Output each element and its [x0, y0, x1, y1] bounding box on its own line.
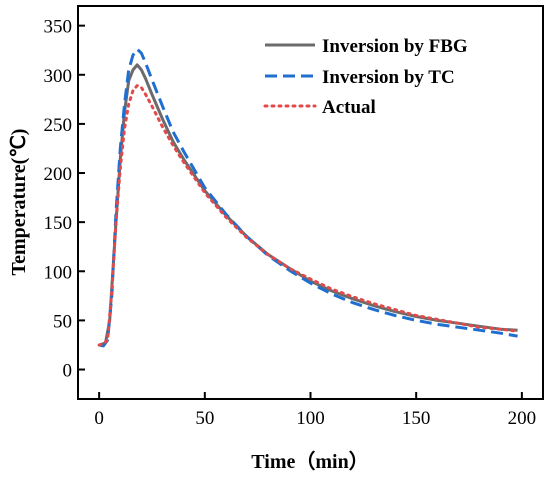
x-axis-title: Time（min） — [251, 450, 368, 473]
x-tick-label-150: 150 — [402, 408, 431, 429]
y-tick-label-200: 200 — [44, 164, 73, 185]
y-axis-title: Temperature(℃) — [8, 129, 30, 276]
legend-label-tc: Inversion by TC — [322, 67, 455, 88]
y-tick-label-250: 250 — [44, 115, 73, 136]
x-tick-label-100: 100 — [296, 408, 325, 429]
legend-label-fbg: Inversion by FBG — [322, 36, 468, 57]
x-tick-label-50: 50 — [195, 408, 214, 429]
x-tick-label-0: 0 — [94, 408, 104, 429]
y-tick-label-150: 150 — [44, 213, 73, 234]
y-tick-label-50: 50 — [53, 311, 72, 332]
series-line-tc — [98, 47, 518, 348]
y-tick-label-350: 350 — [44, 17, 73, 38]
x-tick-label-200: 200 — [508, 408, 537, 429]
legend-label-actual: Actual — [322, 97, 376, 118]
ticks-layer: 0 50 100 150 200 0 50 100 150 200 250 300 350 — [44, 17, 537, 429]
y-tick-label-300: 300 — [44, 66, 73, 87]
y-tick-label-100: 100 — [44, 262, 73, 283]
series-layer — [97, 47, 520, 348]
plot-area: 0 50 100 150 200 0 50 100 150 200 250 300 350 — [44, 5, 544, 429]
legend: Inversion by FBG Inversion by TC Actual — [263, 36, 468, 118]
series-line-actual — [97, 84, 520, 347]
y-tick-label-0: 0 — [63, 361, 73, 382]
